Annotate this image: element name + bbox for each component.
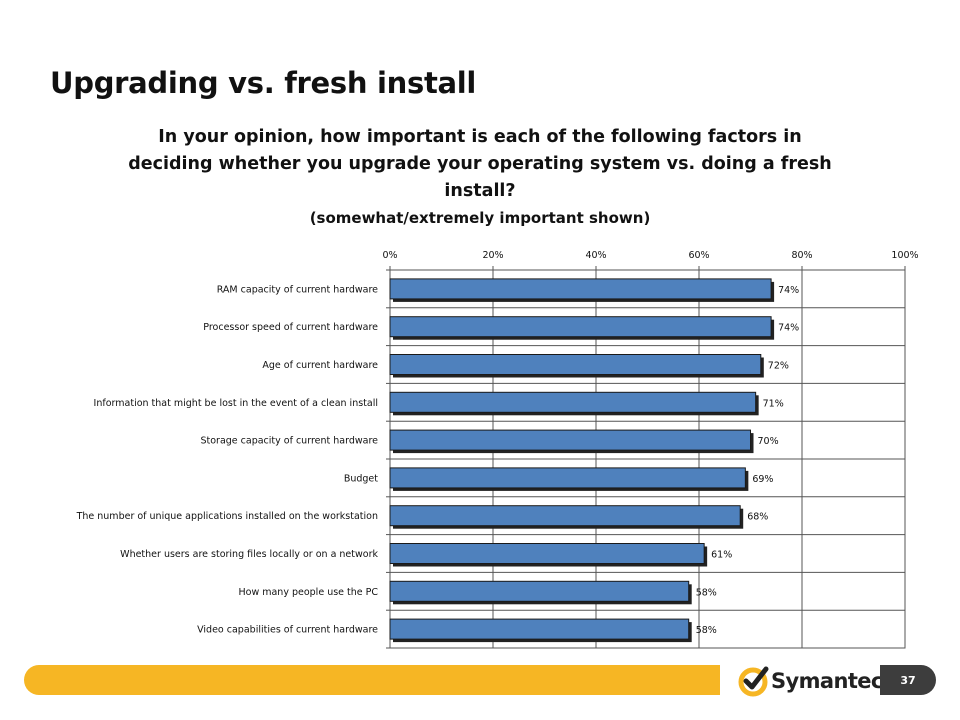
category-label: RAM capacity of current hardware <box>217 284 378 295</box>
x-tick-label: 40% <box>585 250 606 261</box>
footer-bar <box>24 665 720 695</box>
bar <box>389 505 741 527</box>
data-label: 70% <box>758 436 779 447</box>
slide-title: Upgrading vs. fresh install <box>50 66 477 100</box>
x-tick-label: 80% <box>791 250 812 261</box>
category-label: Age of current hardware <box>262 360 378 371</box>
category-label: Processor speed of current hardware <box>203 322 378 333</box>
x-tick-label: 20% <box>482 250 503 261</box>
bar <box>389 278 772 300</box>
bar <box>389 543 705 564</box>
data-label: 58% <box>696 587 717 598</box>
question-subtitle: (somewhat/extremely important shown) <box>309 209 651 227</box>
bar <box>389 580 690 602</box>
category-label: Budget <box>344 473 378 484</box>
question-text: In your opinion, how important is each o… <box>128 127 832 201</box>
data-label: 61% <box>711 550 732 561</box>
data-label: 58% <box>696 625 717 636</box>
category-label: Whether users are storing files locally … <box>120 549 378 560</box>
checkmark-logo-icon <box>738 666 769 697</box>
x-tick-label: 0% <box>382 250 397 261</box>
data-label: 71% <box>763 398 784 409</box>
bar <box>389 618 690 640</box>
data-label: 74% <box>778 285 799 296</box>
survey-question: In your opinion, how important is each o… <box>120 124 840 231</box>
symantec-logo: Symantec. <box>737 664 886 698</box>
data-label: 69% <box>752 474 773 485</box>
category-label: The number of unique applications instal… <box>76 511 378 522</box>
bar <box>389 467 746 489</box>
data-label: 72% <box>768 361 789 372</box>
page-number: 37 <box>880 665 936 695</box>
bar <box>389 391 757 413</box>
bar <box>389 429 751 451</box>
brand-name: Symantec <box>771 669 883 693</box>
category-label: Storage capacity of current hardware <box>200 436 378 447</box>
data-label: 74% <box>778 323 799 334</box>
bar <box>389 354 762 375</box>
x-tick-label: 60% <box>688 250 709 261</box>
bar <box>389 316 772 338</box>
x-tick-label: 100% <box>891 250 918 261</box>
category-label: Video capabilities of current hardware <box>197 625 378 636</box>
data-label: 68% <box>747 512 768 523</box>
category-label: How many people use the PC <box>238 587 378 598</box>
category-label: Information that might be lost in the ev… <box>94 398 378 409</box>
